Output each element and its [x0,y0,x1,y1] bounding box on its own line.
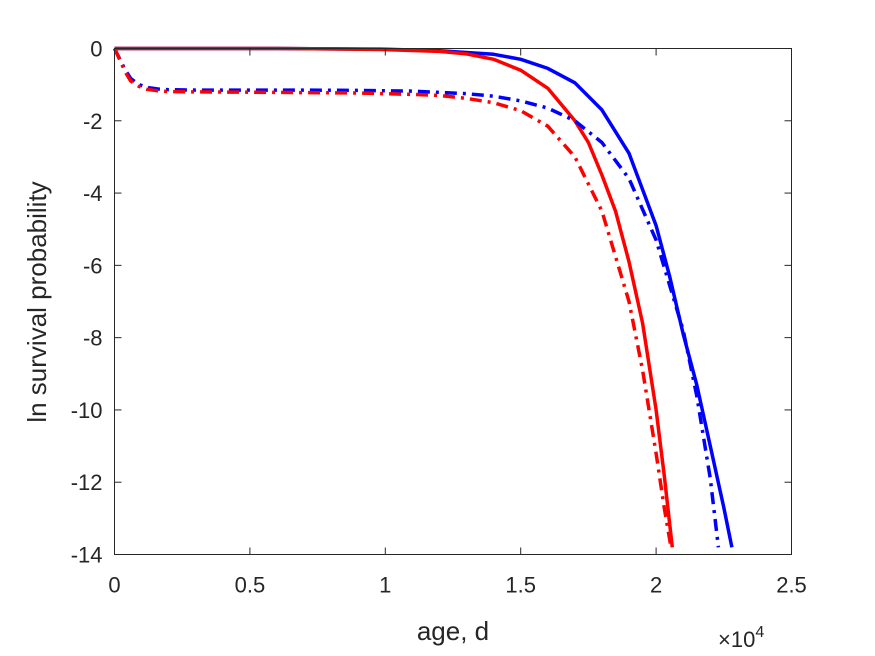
y-tick-label-6: -12 [71,470,103,495]
x-axis-exponent: ×104 [718,624,764,652]
series-line-3 [112,47,721,548]
y-tick-label-5: -10 [71,398,103,423]
x-axis-exponent-power: 4 [755,624,764,641]
y-tick-label-7: -14 [71,543,103,568]
y-tick-label-3: -6 [83,253,103,278]
x-tick-label-1: 0.5 [235,573,266,598]
y-tick-label-2: -4 [83,181,103,206]
x-tick-label-4: 2 [650,573,662,598]
x-axis-exponent-base: ×10 [718,627,755,652]
series-line-4 [112,47,673,548]
x-tick-label-2: 1 [379,573,391,598]
x-tick-label-5: 2.5 [776,573,807,598]
y-tick-label-1: -2 [83,109,103,134]
axes-box [114,48,792,555]
y-tick-label-0: 0 [90,37,102,62]
y-axis-ticks: 0 -2 -4 -6 -8 -10 -12 -14 [71,37,792,568]
x-tick-label-3: 1.5 [505,573,536,598]
y-tick-label-4: -8 [83,326,103,351]
y-axis-label: ln survival probability [22,181,52,422]
x-tick-label-0: 0 [108,573,120,598]
x-axis-label: age, d [417,616,489,646]
x-axis-ticks: 0 0.5 1 1.5 2 2.5 [108,48,807,598]
